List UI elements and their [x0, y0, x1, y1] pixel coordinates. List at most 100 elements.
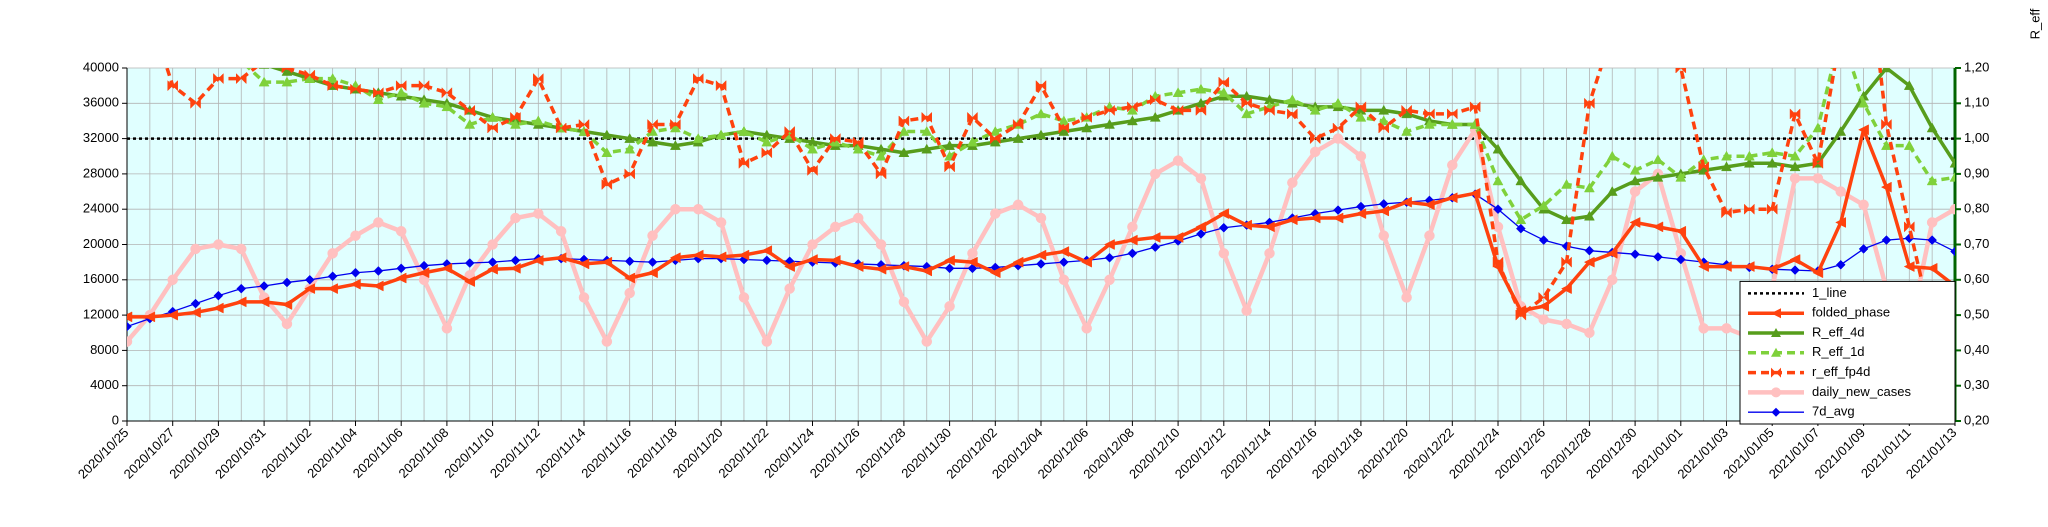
data-point — [624, 272, 635, 284]
data-point — [1035, 212, 1047, 224]
data-point — [236, 49, 246, 58]
data-point — [989, 136, 1001, 147]
y2-axis-label: R_eff — [2027, 8, 2042, 39]
data-point — [327, 283, 338, 295]
data-point — [1789, 161, 1801, 172]
data-point — [670, 204, 681, 215]
data-point — [601, 147, 613, 157]
data-point — [647, 230, 658, 241]
data-point — [213, 28, 223, 37]
data-point — [1812, 267, 1824, 279]
data-point — [510, 111, 521, 124]
data-point — [669, 122, 681, 133]
data-point — [236, 56, 246, 65]
data-point — [1606, 150, 1618, 161]
data-point — [1790, 265, 1800, 275]
data-point — [624, 287, 635, 299]
data-point — [921, 265, 932, 277]
data-point — [127, 311, 133, 323]
legend-label: daily_new_cases — [1812, 384, 1912, 399]
data-point — [510, 255, 521, 266]
data-point — [1561, 214, 1572, 225]
data-point — [127, 321, 132, 332]
data-point — [1607, 28, 1617, 38]
data-point — [304, 69, 316, 81]
data-point — [1127, 101, 1138, 113]
data-point — [738, 292, 750, 303]
data-point — [1012, 199, 1024, 210]
data-point — [395, 226, 407, 237]
data-point — [510, 212, 521, 224]
data-point — [1035, 249, 1047, 261]
data-point — [898, 261, 910, 272]
data-point — [1653, 0, 1663, 2]
data-point — [1012, 133, 1024, 143]
data-point — [396, 263, 407, 274]
data-point — [1035, 80, 1047, 92]
data-point — [1126, 104, 1138, 115]
data-point — [1355, 151, 1367, 162]
data-point — [1332, 97, 1344, 108]
data-point — [1904, 221, 1915, 233]
data-point — [830, 132, 841, 145]
data-point — [1766, 263, 1778, 275]
data-point — [1561, 318, 1572, 330]
data-point — [510, 118, 521, 129]
data-point — [761, 245, 773, 257]
data-point — [646, 267, 658, 279]
data-point — [944, 254, 955, 266]
data-point — [304, 283, 316, 295]
data-point — [1560, 283, 1572, 295]
data-point — [213, 72, 224, 85]
data-point — [533, 208, 544, 219]
data-point — [807, 164, 818, 176]
data-point — [258, 296, 270, 308]
data-point — [784, 283, 795, 294]
data-point — [1218, 87, 1230, 97]
data-point — [601, 336, 613, 347]
data-point — [1058, 246, 1070, 257]
data-point — [1812, 157, 1824, 169]
data-point — [1652, 171, 1664, 182]
data-point — [1401, 196, 1412, 208]
data-point — [1652, 221, 1664, 233]
data-point — [259, 281, 269, 291]
data-point — [1836, 28, 1846, 38]
data-point — [1789, 108, 1801, 120]
data-point — [1492, 221, 1504, 233]
data-point — [944, 140, 956, 150]
data-point — [1378, 115, 1390, 126]
data-point — [258, 76, 270, 87]
data-point — [1881, 140, 1892, 150]
data-point — [1927, 235, 1938, 245]
data-point — [167, 274, 178, 285]
data-point — [624, 133, 636, 143]
data-point — [1949, 157, 1955, 168]
data-point — [1241, 90, 1253, 101]
data-point — [373, 266, 384, 276]
data-point — [1378, 230, 1390, 241]
y-tick-label: 0 — [112, 412, 119, 427]
data-point — [1332, 122, 1344, 134]
data-point — [1218, 248, 1230, 259]
data-point — [1698, 261, 1709, 272]
data-point — [807, 239, 818, 250]
data-point — [1584, 245, 1595, 256]
data-point — [761, 255, 772, 266]
data-point — [555, 122, 567, 134]
data-point — [806, 254, 818, 265]
data-point — [167, 80, 178, 92]
data-point — [1606, 274, 1618, 285]
data-point — [487, 239, 498, 250]
data-point — [1401, 104, 1412, 116]
data-point — [487, 263, 498, 275]
data-point — [1926, 217, 1938, 228]
plot-layer — [127, 0, 1955, 347]
data-point — [692, 133, 704, 143]
data-point — [441, 262, 453, 274]
data-point — [761, 147, 773, 159]
data-point — [1424, 108, 1435, 120]
data-point — [1881, 118, 1892, 131]
data-point — [1218, 222, 1229, 233]
